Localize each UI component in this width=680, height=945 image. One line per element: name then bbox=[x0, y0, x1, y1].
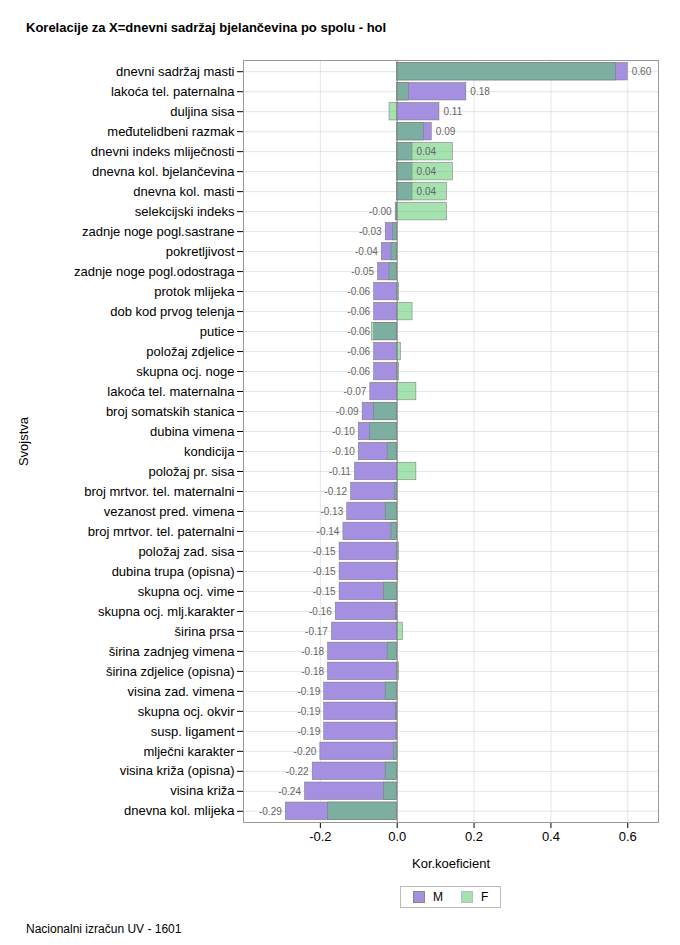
svg-text:skupna ocj. noge: skupna ocj. noge bbox=[136, 364, 234, 379]
svg-text:susp. ligament: susp. ligament bbox=[151, 724, 235, 739]
svg-text:0.60: 0.60 bbox=[632, 66, 652, 77]
html-text:Korelacije za X=dnevni sadržaj: Korelacije za X=dnevni sadržaj bjelančev… bbox=[26, 20, 387, 35]
svg-text:širina zadnjeg vimena: širina zadnjeg vimena bbox=[109, 644, 236, 659]
svg-text:-0.04: -0.04 bbox=[355, 246, 378, 257]
svg-text:-0.2: -0.2 bbox=[309, 829, 331, 844]
svg-text:protok mlijeka: protok mlijeka bbox=[154, 284, 235, 299]
svg-text:širina zdjelice (opisna): širina zdjelice (opisna) bbox=[106, 664, 235, 679]
svg-text:pokretljivost: pokretljivost bbox=[166, 244, 235, 259]
svg-text:-0.13: -0.13 bbox=[320, 506, 343, 517]
svg-text:-0.06: -0.06 bbox=[347, 306, 370, 317]
svg-text:-0.06: -0.06 bbox=[347, 326, 370, 337]
svg-text:-0.10: -0.10 bbox=[332, 446, 355, 457]
svg-text:međutelidbeni razmak: međutelidbeni razmak bbox=[107, 124, 235, 139]
svg-text:broj mrtvor. tel. paternalni: broj mrtvor. tel. paternalni bbox=[88, 524, 235, 539]
svg-text:putice: putice bbox=[200, 324, 235, 339]
svg-text:-0.18: -0.18 bbox=[301, 646, 324, 657]
svg-text:mlječni karakter: mlječni karakter bbox=[143, 743, 235, 758]
svg-text:0.04: 0.04 bbox=[417, 146, 437, 157]
svg-text:širina prsa: širina prsa bbox=[175, 624, 236, 639]
svg-text:kondicija: kondicija bbox=[184, 444, 235, 459]
svg-text:-0.20: -0.20 bbox=[294, 746, 317, 757]
html-text:Nacionalni izračun UV - 1601: Nacionalni izračun UV - 1601 bbox=[26, 922, 182, 936]
svg-text:-0.19: -0.19 bbox=[297, 686, 320, 697]
svg-text:skupna ocj. okvir: skupna ocj. okvir bbox=[138, 704, 235, 719]
svg-text:-0.00: -0.00 bbox=[369, 206, 392, 217]
svg-text:lakoća tel. paternalna: lakoća tel. paternalna bbox=[111, 84, 235, 99]
svg-text:visina križa (opisna): visina križa (opisna) bbox=[120, 763, 235, 778]
svg-text:-0.12: -0.12 bbox=[324, 486, 347, 497]
svg-text:položaj pr. sisa: položaj pr. sisa bbox=[149, 464, 236, 479]
svg-text:dnevna kol. bjelančevina: dnevna kol. bjelančevina bbox=[92, 164, 235, 179]
svg-text:Svojstva: Svojstva bbox=[16, 416, 31, 466]
html-text:F: F bbox=[481, 890, 489, 904]
svg-text:položaj zdjelice: položaj zdjelice bbox=[146, 344, 234, 359]
html-text:M: M bbox=[433, 890, 443, 904]
svg-text:-0.15: -0.15 bbox=[313, 566, 336, 577]
svg-text:visina zad. vimena: visina zad. vimena bbox=[128, 684, 236, 699]
svg-text:0.0: 0.0 bbox=[388, 829, 406, 844]
svg-text:0.09: 0.09 bbox=[436, 126, 456, 137]
svg-text:broj mrtvor. tel. maternalni: broj mrtvor. tel. maternalni bbox=[84, 484, 234, 499]
svg-text:0.6: 0.6 bbox=[619, 829, 637, 844]
svg-text:dubina vimena: dubina vimena bbox=[150, 424, 235, 439]
svg-text:-0.16: -0.16 bbox=[309, 606, 332, 617]
svg-text:-0.14: -0.14 bbox=[317, 526, 340, 537]
svg-text:-0.07: -0.07 bbox=[344, 386, 367, 397]
svg-text:zadnje noge pogl.odostraga: zadnje noge pogl.odostraga bbox=[74, 264, 235, 279]
svg-text:dubina trupa (opisna): dubina trupa (opisna) bbox=[112, 564, 235, 579]
svg-text:dnevni indeks mliječnosti: dnevni indeks mliječnosti bbox=[91, 144, 235, 159]
svg-text:-0.15: -0.15 bbox=[313, 586, 336, 597]
svg-text:dnevna kol. mlijeka: dnevna kol. mlijeka bbox=[124, 803, 235, 818]
svg-text:-0.06: -0.06 bbox=[347, 286, 370, 297]
svg-text:0.2: 0.2 bbox=[465, 829, 483, 844]
svg-text:dnevni sadržaj masti: dnevni sadržaj masti bbox=[116, 64, 235, 79]
svg-text:-0.06: -0.06 bbox=[347, 346, 370, 357]
svg-text:-0.15: -0.15 bbox=[313, 546, 336, 557]
svg-text:0.04: 0.04 bbox=[417, 186, 437, 197]
svg-text:selekcijski indeks: selekcijski indeks bbox=[135, 204, 235, 219]
svg-text:0.4: 0.4 bbox=[542, 829, 560, 844]
svg-text:dnevna kol. masti: dnevna kol. masti bbox=[133, 184, 234, 199]
svg-text:duljina sisa: duljina sisa bbox=[170, 104, 235, 119]
svg-text:-0.10: -0.10 bbox=[332, 426, 355, 437]
svg-text:-0.22: -0.22 bbox=[286, 766, 309, 777]
svg-text:lakoća tel. maternalna: lakoća tel. maternalna bbox=[107, 384, 235, 399]
svg-text:0.11: 0.11 bbox=[443, 106, 462, 117]
svg-text:-0.18: -0.18 bbox=[301, 666, 324, 677]
svg-text:-0.03: -0.03 bbox=[359, 226, 382, 237]
svg-text:skupna ocj. vime: skupna ocj. vime bbox=[138, 584, 235, 599]
svg-text:-0.06: -0.06 bbox=[347, 366, 370, 377]
svg-text:skupna ocj. mlj.karakter: skupna ocj. mlj.karakter bbox=[98, 604, 235, 619]
svg-text:Kor.koeficient: Kor.koeficient bbox=[412, 856, 490, 871]
svg-text:dob kod prvog telenja: dob kod prvog telenja bbox=[110, 304, 235, 319]
svg-text:-0.29: -0.29 bbox=[259, 806, 282, 817]
svg-text:0.18: 0.18 bbox=[470, 86, 490, 97]
svg-text:-0.19: -0.19 bbox=[297, 726, 320, 737]
svg-text:-0.11: -0.11 bbox=[329, 466, 351, 477]
svg-text:-0.17: -0.17 bbox=[305, 626, 328, 637]
svg-text:-0.05: -0.05 bbox=[351, 266, 374, 277]
svg-text:0.04: 0.04 bbox=[417, 166, 437, 177]
svg-text:vezanost pred. vimena: vezanost pred. vimena bbox=[104, 504, 236, 519]
svg-text:visina križa: visina križa bbox=[170, 783, 235, 798]
svg-text:položaj zad. sisa: položaj zad. sisa bbox=[138, 544, 235, 559]
svg-text:zadnje noge pogl.sastrane: zadnje noge pogl.sastrane bbox=[82, 224, 235, 239]
svg-text:-0.19: -0.19 bbox=[297, 706, 320, 717]
svg-text:-0.24: -0.24 bbox=[278, 786, 301, 797]
svg-text:-0.09: -0.09 bbox=[336, 406, 359, 417]
svg-text:broj somatskih stanica: broj somatskih stanica bbox=[106, 404, 235, 419]
